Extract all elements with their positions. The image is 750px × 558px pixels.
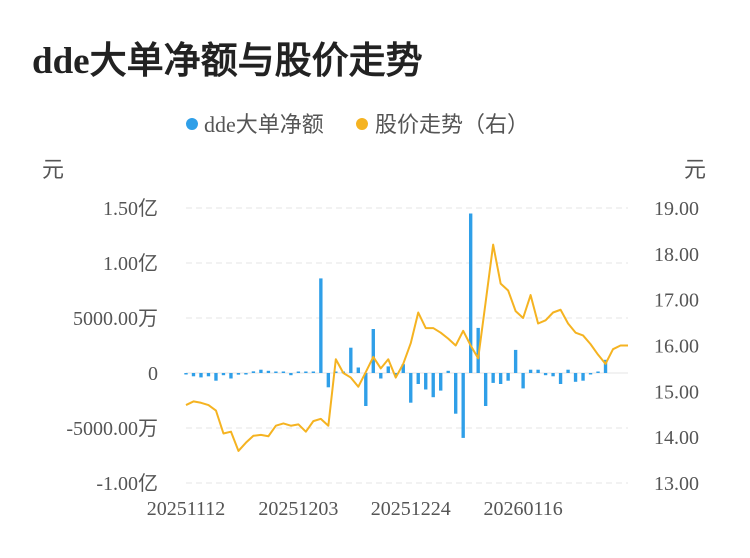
- right-tick-label: 17.00: [654, 290, 699, 312]
- right-tick-label: 13.00: [654, 473, 699, 495]
- bar: [536, 369, 540, 373]
- bar: [214, 373, 218, 381]
- bar: [483, 373, 488, 406]
- bar: [416, 373, 420, 384]
- bar: [558, 373, 563, 384]
- right-axis-unit: 元: [684, 157, 706, 182]
- bar: [543, 373, 548, 376]
- bar: [326, 373, 331, 388]
- x-tick-label: 20260116: [483, 498, 562, 520]
- bar: [454, 373, 458, 414]
- bar: [386, 366, 390, 373]
- bar: [319, 278, 323, 373]
- legend-label-line: 股价走势（右）: [375, 112, 529, 137]
- right-tick-label: 14.00: [654, 427, 699, 449]
- bar: [244, 373, 248, 375]
- bar: [221, 373, 226, 376]
- bar: [528, 369, 533, 373]
- left-tick-label: -5000.00万: [66, 418, 158, 440]
- bar: [206, 373, 211, 377]
- bar: [491, 373, 495, 383]
- bar: [356, 367, 360, 373]
- bar: [236, 373, 241, 375]
- bar: [498, 373, 503, 384]
- bar: [588, 373, 593, 375]
- bar: [379, 373, 383, 379]
- bar: [596, 371, 600, 373]
- bar: [513, 349, 518, 373]
- left-tick-label: -1.00亿: [96, 472, 158, 495]
- bar: [311, 371, 316, 373]
- bar: [424, 373, 428, 390]
- bar: [446, 370, 450, 373]
- bar: [229, 373, 233, 379]
- x-tick-label: 20251203: [258, 498, 338, 520]
- bar: [274, 371, 278, 373]
- bar: [573, 373, 578, 382]
- bar: [349, 347, 353, 373]
- bar: [401, 364, 405, 373]
- bar: [461, 373, 465, 438]
- bar: [551, 373, 555, 377]
- bar: [251, 371, 256, 373]
- bar: [521, 373, 525, 389]
- bar: [184, 373, 188, 375]
- bar: [603, 359, 608, 373]
- legend-label-bar: dde大单净额: [204, 112, 324, 137]
- bar: [266, 370, 271, 373]
- bar: [191, 373, 196, 377]
- bar: [439, 373, 443, 391]
- bar: [476, 327, 480, 373]
- bar: [304, 371, 308, 373]
- bar: [371, 329, 375, 373]
- bar: [199, 373, 203, 378]
- bar: [468, 213, 473, 373]
- legend-marker-line: [356, 118, 368, 130]
- bar: [581, 373, 585, 381]
- right-tick-label: 16.00: [654, 336, 699, 358]
- x-tick-label: 20251112: [147, 498, 226, 520]
- price-line: [185, 243, 628, 452]
- bar: [566, 369, 570, 373]
- bar: [431, 373, 435, 398]
- legend-marker-bar: [186, 118, 198, 130]
- left-tick-label: 1.00亿: [103, 252, 158, 275]
- bar: [334, 371, 338, 373]
- right-tick-label: 19.00: [654, 198, 699, 220]
- bar: [394, 373, 398, 377]
- page-title: dde大单净额与股价走势: [32, 41, 423, 82]
- left-tick-label: 1.50亿: [103, 197, 158, 220]
- right-tick-label: 18.00: [654, 244, 699, 266]
- x-tick-label: 20251224: [371, 498, 451, 520]
- left-axis-unit: 元: [42, 157, 64, 182]
- bar: [506, 373, 510, 381]
- bar: [364, 373, 368, 406]
- left-tick-label: 5000.00万: [73, 308, 158, 330]
- bar: [289, 373, 293, 376]
- left-tick-label: 0: [148, 363, 158, 385]
- bar: [296, 371, 301, 373]
- right-tick-label: 15.00: [654, 381, 699, 403]
- bar: [409, 373, 413, 403]
- bar: [281, 371, 286, 373]
- bar: [259, 369, 263, 373]
